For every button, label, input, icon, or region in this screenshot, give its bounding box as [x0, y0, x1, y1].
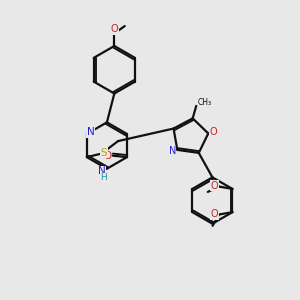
Text: H: H — [100, 173, 107, 182]
Text: N: N — [98, 166, 105, 176]
Text: S: S — [101, 148, 107, 158]
Text: N: N — [169, 146, 176, 156]
Text: CH₃: CH₃ — [198, 98, 212, 107]
Text: O: O — [110, 24, 118, 34]
Text: O: O — [211, 209, 218, 220]
Text: O: O — [209, 127, 217, 137]
Text: O: O — [211, 181, 218, 191]
Text: N: N — [87, 128, 94, 137]
Text: O: O — [103, 151, 112, 160]
